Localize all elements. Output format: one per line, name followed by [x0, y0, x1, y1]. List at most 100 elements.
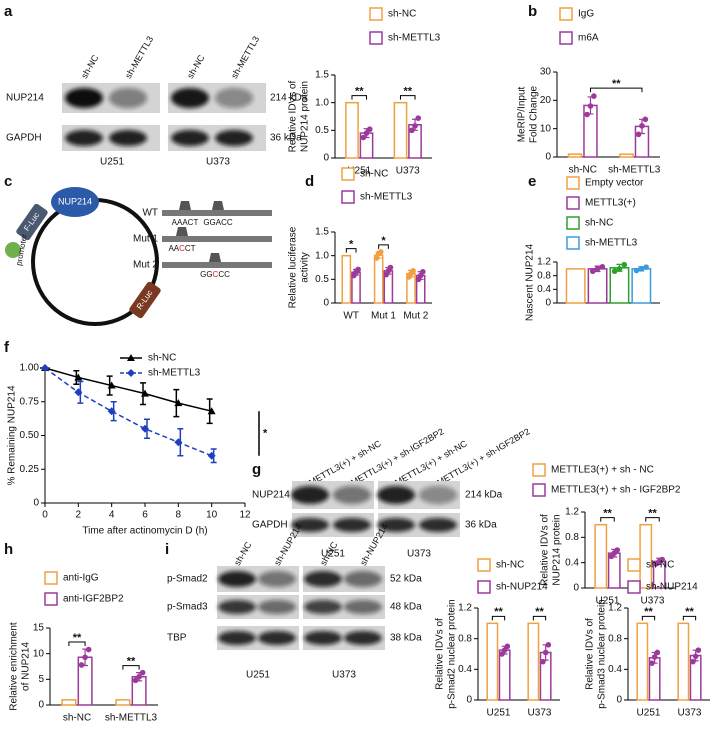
y-tick-label: 0 [466, 695, 472, 706]
legend-label: sh-METTL3 [360, 192, 413, 203]
blot-band [291, 518, 329, 532]
lane-label: sh-NC [79, 53, 101, 81]
y-tick-label: 1.0 [315, 250, 329, 261]
panel-label: e [528, 173, 536, 190]
significance-label: ** [127, 656, 136, 668]
protein-label: p-Smad2 [167, 574, 208, 585]
bar [527, 622, 540, 701]
lane-label: sh-METTL3 [229, 34, 261, 80]
sequence-part: AAACT [172, 218, 199, 227]
line-marker [41, 364, 49, 372]
data-point [591, 93, 597, 99]
y-tick-label: 0.8 [458, 633, 472, 644]
y-axis-label: Fold Change [529, 85, 540, 143]
size-label: 38 kDa [390, 633, 422, 644]
blot-band [109, 130, 147, 146]
y-tick-label: 0.4 [565, 557, 579, 568]
x-tick-label: 6 [142, 510, 148, 521]
data-point [654, 649, 661, 656]
line-marker [127, 354, 135, 361]
significance-label: ** [644, 606, 653, 618]
x-tick-label: Mut 2 [403, 311, 428, 322]
bar [567, 153, 583, 158]
blot-band [377, 518, 415, 532]
significance-label: ** [73, 632, 82, 644]
construct-name: Mut 1 [133, 234, 158, 245]
x-tick-label: U251 [637, 708, 661, 719]
y-tick-label: 0 [545, 298, 551, 309]
y-tick-label: 1.2 [458, 603, 472, 614]
data-point [692, 653, 699, 660]
blot-band [258, 571, 296, 587]
protein-label: NUP214 [6, 93, 44, 104]
legend-swatch [369, 7, 383, 21]
blot-band [171, 88, 209, 108]
data-point [82, 654, 88, 661]
y-tick-label: 0 [323, 298, 329, 309]
line-marker [207, 407, 216, 415]
data-point [387, 264, 394, 271]
data-point [616, 266, 623, 272]
construct-bar [162, 210, 272, 216]
size-label: 52 kDa [390, 574, 422, 585]
x-tick-label: 4 [109, 510, 115, 521]
y-tick-label: 0.8 [565, 532, 579, 543]
line-marker [141, 389, 149, 397]
y-tick-label: 0.4 [608, 664, 622, 675]
legend-swatch [477, 558, 491, 572]
size-label: 48 kDa [390, 602, 422, 613]
cell-line-label: U251 [321, 549, 345, 560]
y-tick-label: 0 [573, 583, 579, 594]
promoter-element [5, 242, 21, 258]
significance-label: * [263, 427, 268, 439]
legend-label: sh-METTL3 [148, 368, 201, 379]
lane-label: sh-NC [232, 540, 254, 568]
blot-band [304, 571, 342, 587]
legend-swatch [369, 31, 383, 45]
significance-label: ** [603, 508, 612, 520]
data-point [649, 660, 655, 666]
legend-label: METTLE3(+) + sh - NC [551, 465, 654, 476]
x-tick-label: 8 [176, 510, 182, 521]
blot-band [109, 88, 147, 108]
y-tick-label: 1.2 [565, 507, 579, 518]
y-axis-label: activity [300, 252, 311, 283]
blot-band [344, 600, 382, 614]
line-marker [141, 424, 149, 433]
bar [636, 622, 649, 701]
legend-swatch [566, 196, 580, 210]
line-marker [74, 373, 83, 381]
blot-band [218, 571, 256, 587]
y-tick-label: 1.2 [537, 257, 551, 268]
y-tick-label: 1.5 [315, 227, 329, 238]
legend-swatch [559, 31, 573, 45]
data-point [695, 647, 702, 653]
y-tick-label: 0 [616, 695, 622, 706]
line-marker [74, 388, 83, 397]
x-tick-label: WT [343, 311, 359, 322]
legend-label: METTL3(+) [585, 198, 636, 209]
blot-band [344, 571, 382, 587]
x-tick-label: sh-METTL3 [105, 713, 158, 724]
data-point [587, 103, 594, 109]
x-tick-label: U373 [641, 596, 665, 607]
x-tick-label: sh-NC [63, 713, 91, 724]
protein-label: GAPDH [6, 133, 42, 144]
y-tick-label: 0 [545, 152, 551, 163]
bar [677, 622, 690, 701]
sequence-part: CC [218, 270, 230, 279]
legend-swatch [566, 236, 580, 250]
y-tick-label: 0.4 [537, 284, 551, 295]
panel-label: i [165, 541, 169, 558]
data-point [642, 116, 649, 123]
line-marker [174, 399, 183, 407]
plasmid-label: NUP214 [58, 196, 92, 206]
legend-label: sh-METTL3 [388, 33, 441, 44]
y-axis-label: NUP214 protein [552, 514, 563, 585]
construct-bar [162, 262, 272, 268]
x-tick-label: sh-NC [569, 165, 597, 176]
data-point [659, 556, 666, 563]
data-point [412, 123, 418, 129]
y-tick-label: 0.4 [458, 664, 472, 675]
legend-label: IgG [578, 9, 594, 20]
